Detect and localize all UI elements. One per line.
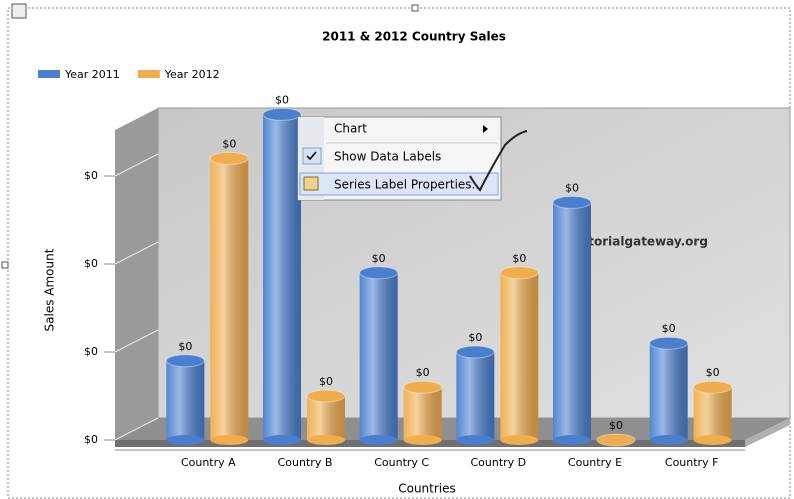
grid-line [114,417,159,441]
data-label: $0 [706,366,720,379]
data-label: $0 [468,331,482,344]
bar-base [649,435,688,445]
bar-cap [262,107,302,121]
data-label: $0 [662,322,676,335]
bar-shade [359,272,398,440]
x-tick-label: Country D [470,456,526,469]
bar-base [597,435,635,445]
chart-title: 2011 & 2012 Country Sales [322,30,506,44]
bar-cap [403,380,443,394]
x-tick-label: Country F [665,456,719,469]
submenu-arrow [483,125,488,133]
y-tick-label: $0 [84,433,98,446]
move-handle[interactable] [11,3,27,19]
bar-cap [359,266,399,280]
data-label: $0 [319,375,333,388]
bar-shade [553,202,591,440]
bar-shade [456,352,495,440]
y-tick-label: $0 [84,345,98,358]
x-tick-label: Country A [181,456,236,469]
bar-cap [499,266,539,280]
legend-label: Year 2011 [64,68,120,81]
bar-base [403,435,442,445]
data-label: $0 [565,181,579,194]
bar-base [456,435,495,445]
bar-shade [210,158,249,440]
grid-line [114,153,159,177]
menu-item[interactable]: Chart [334,122,367,136]
resize-handle[interactable] [1,261,9,269]
bar-cap [165,354,205,368]
menu-icon [303,176,319,191]
data-label: $0 [512,252,526,265]
menu-item[interactable]: Series Label Properties... [334,178,483,192]
bar-cap [306,389,346,403]
bar-shade [693,387,732,440]
x-tick-label: Country B [278,456,333,469]
data-label: $0 [609,419,623,432]
bar-shade [403,387,442,440]
grid-line [114,241,159,265]
bar-base [166,435,205,445]
bar-shade [500,272,539,440]
left-wall [115,108,158,440]
bar-shade [307,396,345,440]
bar-base [693,435,732,445]
x-tick-label: Country C [374,456,429,469]
legend-swatch [38,70,60,78]
menu-highlight [299,172,499,196]
bar-base [553,435,591,445]
data-label: $0 [222,137,236,150]
y-tick-label: $0 [84,169,98,182]
resize-handle[interactable] [411,4,419,12]
legend-swatch [137,70,160,78]
menu-item[interactable]: Show Data Labels [334,150,441,164]
x-axis-title: Countries [398,482,456,496]
floor-side [745,418,790,447]
bar-base [210,435,249,445]
bar-cap [649,336,689,350]
hand-drawn-check [469,130,528,192]
y-tick-label: $0 [84,257,98,270]
context-menu: Chart Show Data Labels Series Label Prop… [297,116,502,201]
bar-base [500,435,539,445]
data-label: $0 [178,340,192,353]
data-label: $0 [275,93,289,106]
check-mark [306,151,317,161]
bar-cap [552,195,592,209]
bar-shade [263,114,301,441]
plot: $0 $0 $0 $0 Year 2011 Year 2012 Country A $0 $0 C… [38,68,733,469]
bar-cap [455,345,495,359]
legend-label: Year 2012 [164,68,220,81]
data-label: $0 [416,366,430,379]
bar-base [263,435,301,445]
y-axis-title: Sales Amount [43,248,57,331]
watermark: ©tutorialgateway.org [562,235,708,249]
grid-line [114,329,159,353]
x-tick-label: Country E [568,456,622,469]
bar-shade [649,343,688,440]
bar-base [307,435,345,445]
bar-cap [209,151,249,165]
bar-cap [693,380,733,394]
data-label: $0 [372,252,386,265]
bar-base [359,435,398,445]
bar-shade [166,360,205,440]
